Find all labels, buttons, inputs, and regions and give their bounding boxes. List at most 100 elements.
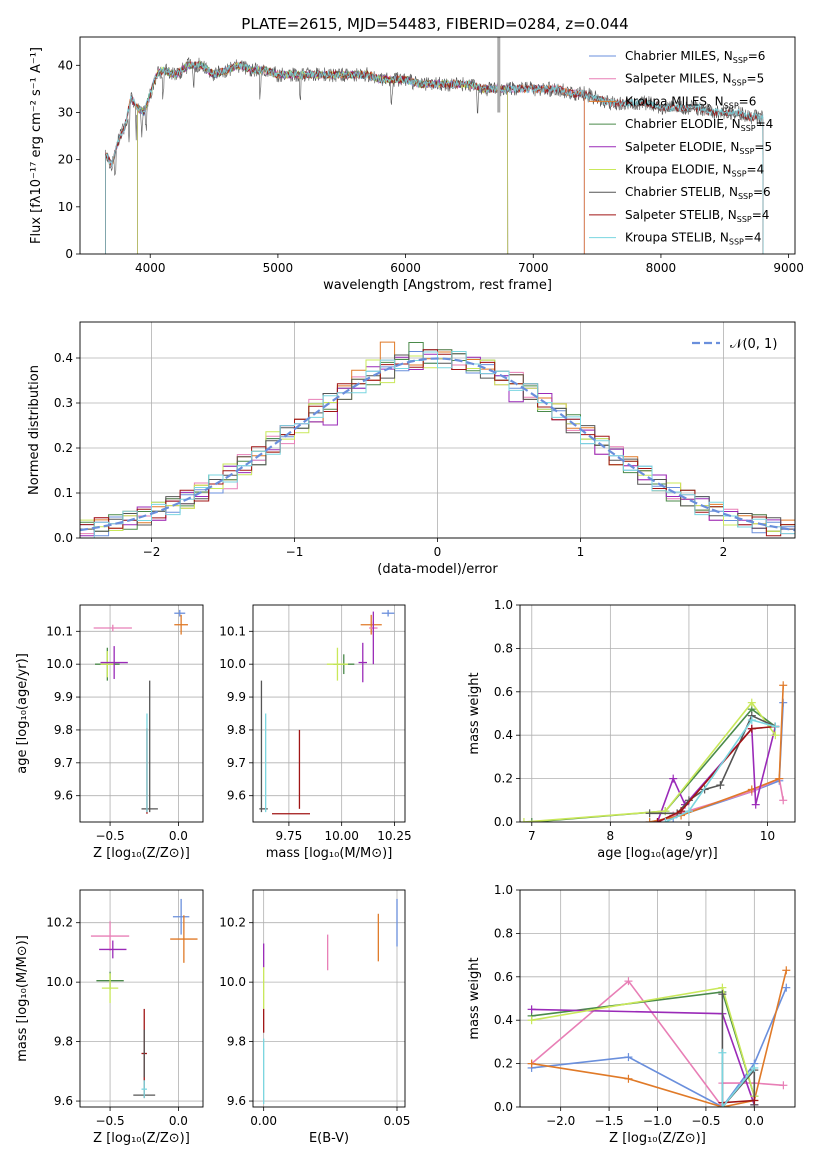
mass_weight_vs_age-panel: 7 8 9 10 0.0 0.2 0.4 0.6 0.8 1.0 age [log₁₀(age/yr… [467, 598, 796, 861]
y-tick-label: 9.6 [54, 789, 73, 803]
y-tick-label: 9.7 [227, 756, 246, 770]
plus-marker [771, 722, 780, 731]
x-tick-label: −0.5 [95, 1114, 124, 1128]
plus-marker [527, 1005, 536, 1014]
y-axis-label: mass weight [467, 672, 482, 754]
plus-marker [751, 800, 760, 809]
axes-frame [519, 889, 796, 1108]
axes-frame [79, 321, 796, 539]
figure-title: PLATE=2615, MJD=54483, FIBERID=0284, z=0… [241, 15, 628, 33]
x-tick-label: −2.0 [546, 1114, 575, 1128]
y-tick-label: 0.6 [494, 685, 513, 699]
x-tick-label: 9000 [773, 261, 804, 275]
panels-group: 4000 5000 6000 7000 8000 9000010203040wavelen… [15, 36, 804, 1146]
x-tick-label: 9 [685, 829, 693, 843]
y-tick-label: 9.8 [227, 1035, 246, 1049]
plot-area [105, 37, 764, 254]
y-tick-label: 10.2 [46, 916, 73, 930]
y-tick-label: 10.0 [46, 975, 73, 989]
y-axis-label: mass [log₁₀(M/M⊙)] [15, 935, 30, 1062]
y-tick-label: 9.8 [54, 1035, 73, 1049]
x-tick-label: −0.5 [95, 829, 124, 843]
plus-marker [747, 716, 756, 725]
plus-marker [750, 1063, 759, 1072]
plus-marker [718, 1103, 727, 1107]
plus-marker [718, 1048, 727, 1057]
x-axis-label: Z [log₁₀(Z/Z⊙)] [609, 1131, 706, 1146]
Z_vs_age-panel: −0.5 0.0 9.6 9.7 9.8 9.9 10.0 10.1 Z [log₁₀(Z/Z⊙… [15, 604, 204, 861]
plus-marker [677, 807, 686, 816]
y-tick-label: 10.1 [46, 624, 73, 638]
mass-weight-line [665, 719, 776, 822]
y-tick-label: 10.0 [219, 657, 246, 671]
errorbar-point [381, 609, 395, 617]
mass-weight-line [523, 701, 777, 822]
legend-entry: Kroupa STELIB, NSSP=4 [625, 231, 762, 247]
plus-marker [624, 1074, 633, 1083]
plus-marker [684, 807, 693, 816]
errorbar-point [100, 646, 128, 679]
x-tick-label: 8000 [646, 261, 677, 275]
mass-weight-line [531, 708, 776, 822]
legend-entry: Salpeter MILES, NSSP=5 [625, 72, 764, 88]
x-axis-label: mass [log₁₀(M/M⊙)] [266, 846, 393, 861]
y-tick-label: 10.1 [219, 624, 246, 638]
mass-weight-line [531, 986, 756, 1097]
plus-marker [747, 724, 756, 733]
mass-weight-line [649, 685, 784, 822]
x-axis-label: (data-model)/error [377, 562, 498, 577]
x-tick-label: 0 [434, 545, 442, 559]
spectrum-model-line [137, 60, 509, 254]
plus-marker [716, 781, 725, 790]
plus-marker [718, 990, 727, 999]
x-tick-label: 6000 [390, 261, 421, 275]
legend-entry: Chabrier ELODIE, NSSP=4 [625, 117, 773, 133]
mass-weight-line [722, 1099, 755, 1104]
mass-weight-line [721, 1052, 755, 1107]
y-tick-label: 0 [65, 247, 73, 261]
x-tick-label: 9.75 [276, 829, 303, 843]
legend-entry: Chabrier STELIB, NSSP=6 [625, 185, 771, 201]
spectrum-model-line [137, 61, 509, 254]
errorbar-point [174, 614, 188, 635]
plus-marker [661, 818, 670, 822]
errorbar-point [99, 940, 127, 959]
errorbar-point [360, 614, 382, 635]
errorbar-point [141, 1080, 147, 1099]
Z_vs_mass-panel: −0.5 0.0 9.6 9.8 10.0 10.2 Z [log₁₀(Z/Z⊙)] mass… [15, 889, 204, 1146]
x-tick-label: 10.25 [377, 829, 411, 843]
y-tick-label: 9.8 [227, 723, 246, 737]
plus-marker [645, 818, 654, 822]
plus-marker [527, 1059, 536, 1068]
mass-weight-line [531, 987, 788, 1107]
y-tick-label: 9.6 [227, 1094, 246, 1108]
plus-marker [750, 1096, 759, 1105]
y-tick-label: 9.9 [54, 690, 73, 704]
y-tick-label: 0.0 [494, 1100, 513, 1114]
errorbar-point [358, 642, 367, 683]
plot-area [520, 681, 788, 822]
y-axis-label: mass weight [467, 957, 482, 1039]
axes-frame [519, 604, 796, 823]
y-tick-label: 0.8 [494, 641, 513, 655]
y-tick-label: 9.6 [54, 1094, 73, 1108]
y-tick-label: 10.0 [219, 975, 246, 989]
mass-weight-line [531, 1008, 756, 1106]
y-tick-label: 10.2 [219, 916, 246, 930]
plus-marker [520, 818, 528, 822]
y-axis-label: age [log₁₀(age/yr)] [15, 653, 30, 774]
axes-frame [252, 604, 406, 823]
x-tick-label: 1 [577, 545, 585, 559]
plus-marker [782, 966, 791, 975]
y-tick-label: 9.6 [227, 789, 246, 803]
axes-frame [79, 889, 204, 1108]
y-tick-label: 9.9 [227, 690, 246, 704]
plus-marker [779, 1081, 788, 1090]
plus-marker [771, 731, 780, 740]
residuals-panel: −2 −1 0 1 2 0.0 0.1 0.2 0.3 0.4 (data-model)/error… [27, 321, 796, 577]
y-tick-label: 0.3 [54, 396, 73, 410]
normal-curve [80, 357, 795, 532]
plus-marker [779, 681, 788, 690]
x-axis-label: Z [log₁₀(Z/Z⊙)] [93, 846, 190, 861]
plus-marker [645, 809, 654, 818]
